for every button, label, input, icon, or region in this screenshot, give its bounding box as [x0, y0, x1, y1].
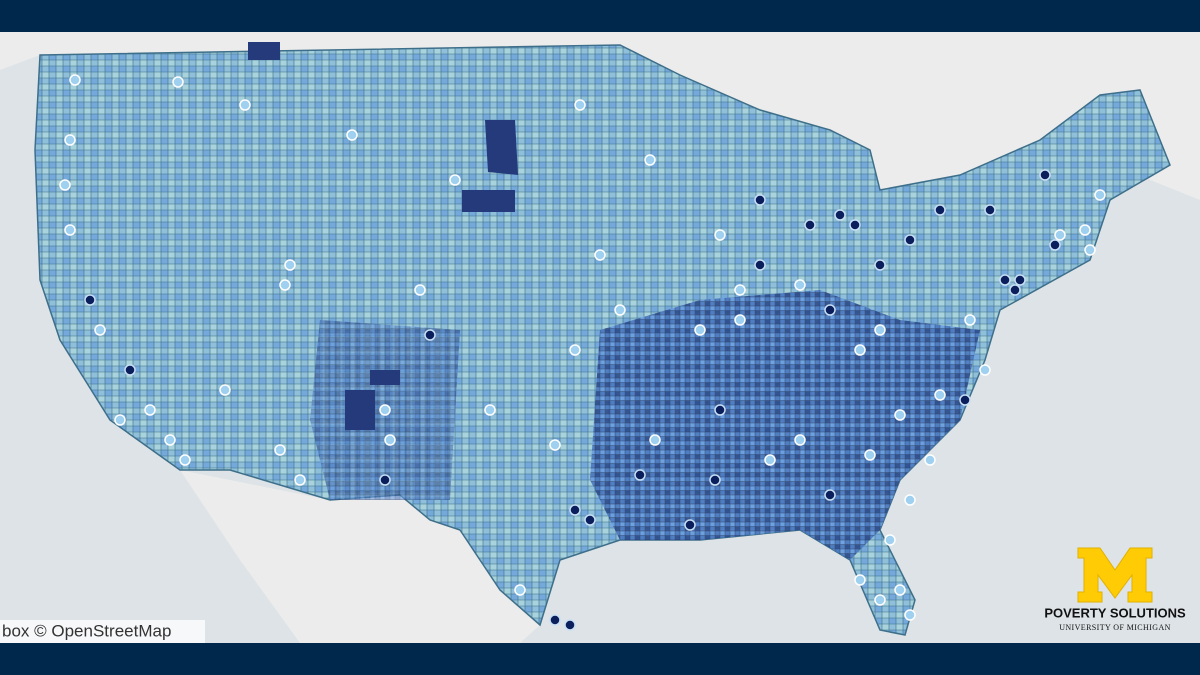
city-marker	[854, 344, 866, 356]
city-marker	[924, 454, 936, 466]
city-marker	[179, 454, 191, 466]
city-marker	[904, 234, 916, 246]
city-marker	[874, 594, 886, 606]
city-marker	[379, 474, 391, 486]
city-marker	[84, 294, 96, 306]
city-marker	[219, 384, 231, 396]
city-marker	[584, 514, 596, 526]
city-marker	[384, 434, 396, 446]
city-marker	[69, 74, 81, 86]
city-marker	[274, 444, 286, 456]
city-marker	[684, 519, 696, 531]
city-marker	[884, 534, 896, 546]
attribution-bg	[0, 620, 205, 643]
city-marker	[854, 574, 866, 586]
city-marker	[804, 219, 816, 231]
city-marker	[574, 99, 586, 111]
city-marker	[649, 434, 661, 446]
city-marker	[714, 229, 726, 241]
city-marker	[284, 259, 296, 271]
city-marker	[904, 609, 916, 621]
city-marker	[874, 259, 886, 271]
city-marker	[934, 204, 946, 216]
city-marker	[424, 329, 436, 341]
city-marker	[279, 279, 291, 291]
city-marker	[734, 284, 746, 296]
city-marker	[824, 489, 836, 501]
city-marker	[824, 304, 836, 316]
city-marker	[794, 434, 806, 446]
attribution: box © OpenStreetMap	[2, 621, 171, 640]
logo-subtitle: UNIVERSITY OF MICHIGAN	[1059, 623, 1171, 632]
logo: POVERTY SOLUTIONS UNIVERSITY OF MICHIGAN	[1044, 547, 1186, 632]
southeast-high-poverty	[590, 290, 980, 560]
block-m	[1077, 547, 1153, 603]
city-marker	[754, 259, 766, 271]
city-marker	[1049, 239, 1061, 251]
city-marker	[1084, 244, 1096, 256]
city-marker	[294, 474, 306, 486]
city-marker	[569, 344, 581, 356]
city-marker	[614, 304, 626, 316]
city-marker	[709, 474, 721, 486]
city-marker	[894, 584, 906, 596]
city-marker	[714, 404, 726, 416]
city-marker	[904, 494, 916, 506]
city-marker	[734, 314, 746, 326]
city-marker	[934, 389, 946, 401]
city-marker	[569, 504, 581, 516]
city-marker	[964, 314, 976, 326]
city-marker	[144, 404, 156, 416]
city-marker	[594, 249, 606, 261]
city-marker	[1014, 274, 1026, 286]
city-marker	[984, 204, 996, 216]
city-marker	[1079, 224, 1091, 236]
city-marker	[164, 434, 176, 446]
city-marker	[239, 99, 251, 111]
city-marker	[754, 194, 766, 206]
city-marker	[1039, 169, 1051, 181]
city-marker	[764, 454, 776, 466]
city-marker	[999, 274, 1011, 286]
city-marker	[64, 134, 76, 146]
city-marker	[59, 179, 71, 191]
city-marker	[979, 364, 991, 376]
city-marker	[794, 279, 806, 291]
city-marker	[64, 224, 76, 236]
city-marker	[564, 619, 576, 631]
city-marker	[94, 324, 106, 336]
city-marker	[549, 614, 561, 626]
city-marker	[874, 324, 886, 336]
city-marker	[864, 449, 876, 461]
city-marker	[484, 404, 496, 416]
city-marker	[894, 409, 906, 421]
city-marker	[514, 584, 526, 596]
city-marker	[644, 154, 656, 166]
city-marker	[1094, 189, 1106, 201]
city-marker	[834, 209, 846, 221]
city-marker	[1009, 284, 1021, 296]
city-marker	[114, 414, 126, 426]
city-markers	[59, 74, 1106, 631]
city-marker	[1054, 229, 1066, 241]
city-marker	[172, 76, 184, 88]
city-marker	[549, 439, 561, 451]
city-marker	[849, 219, 861, 231]
mexico	[180, 470, 540, 643]
top-band	[0, 0, 1200, 32]
city-marker	[379, 404, 391, 416]
city-marker	[634, 469, 646, 481]
city-marker	[414, 284, 426, 296]
bottom-band	[0, 643, 1200, 675]
city-marker	[346, 129, 358, 141]
city-marker	[959, 394, 971, 406]
canada	[0, 32, 1200, 200]
logo-title: POVERTY SOLUTIONS	[1044, 605, 1186, 620]
city-marker	[449, 174, 461, 186]
city-marker	[694, 324, 706, 336]
city-marker	[124, 364, 136, 376]
